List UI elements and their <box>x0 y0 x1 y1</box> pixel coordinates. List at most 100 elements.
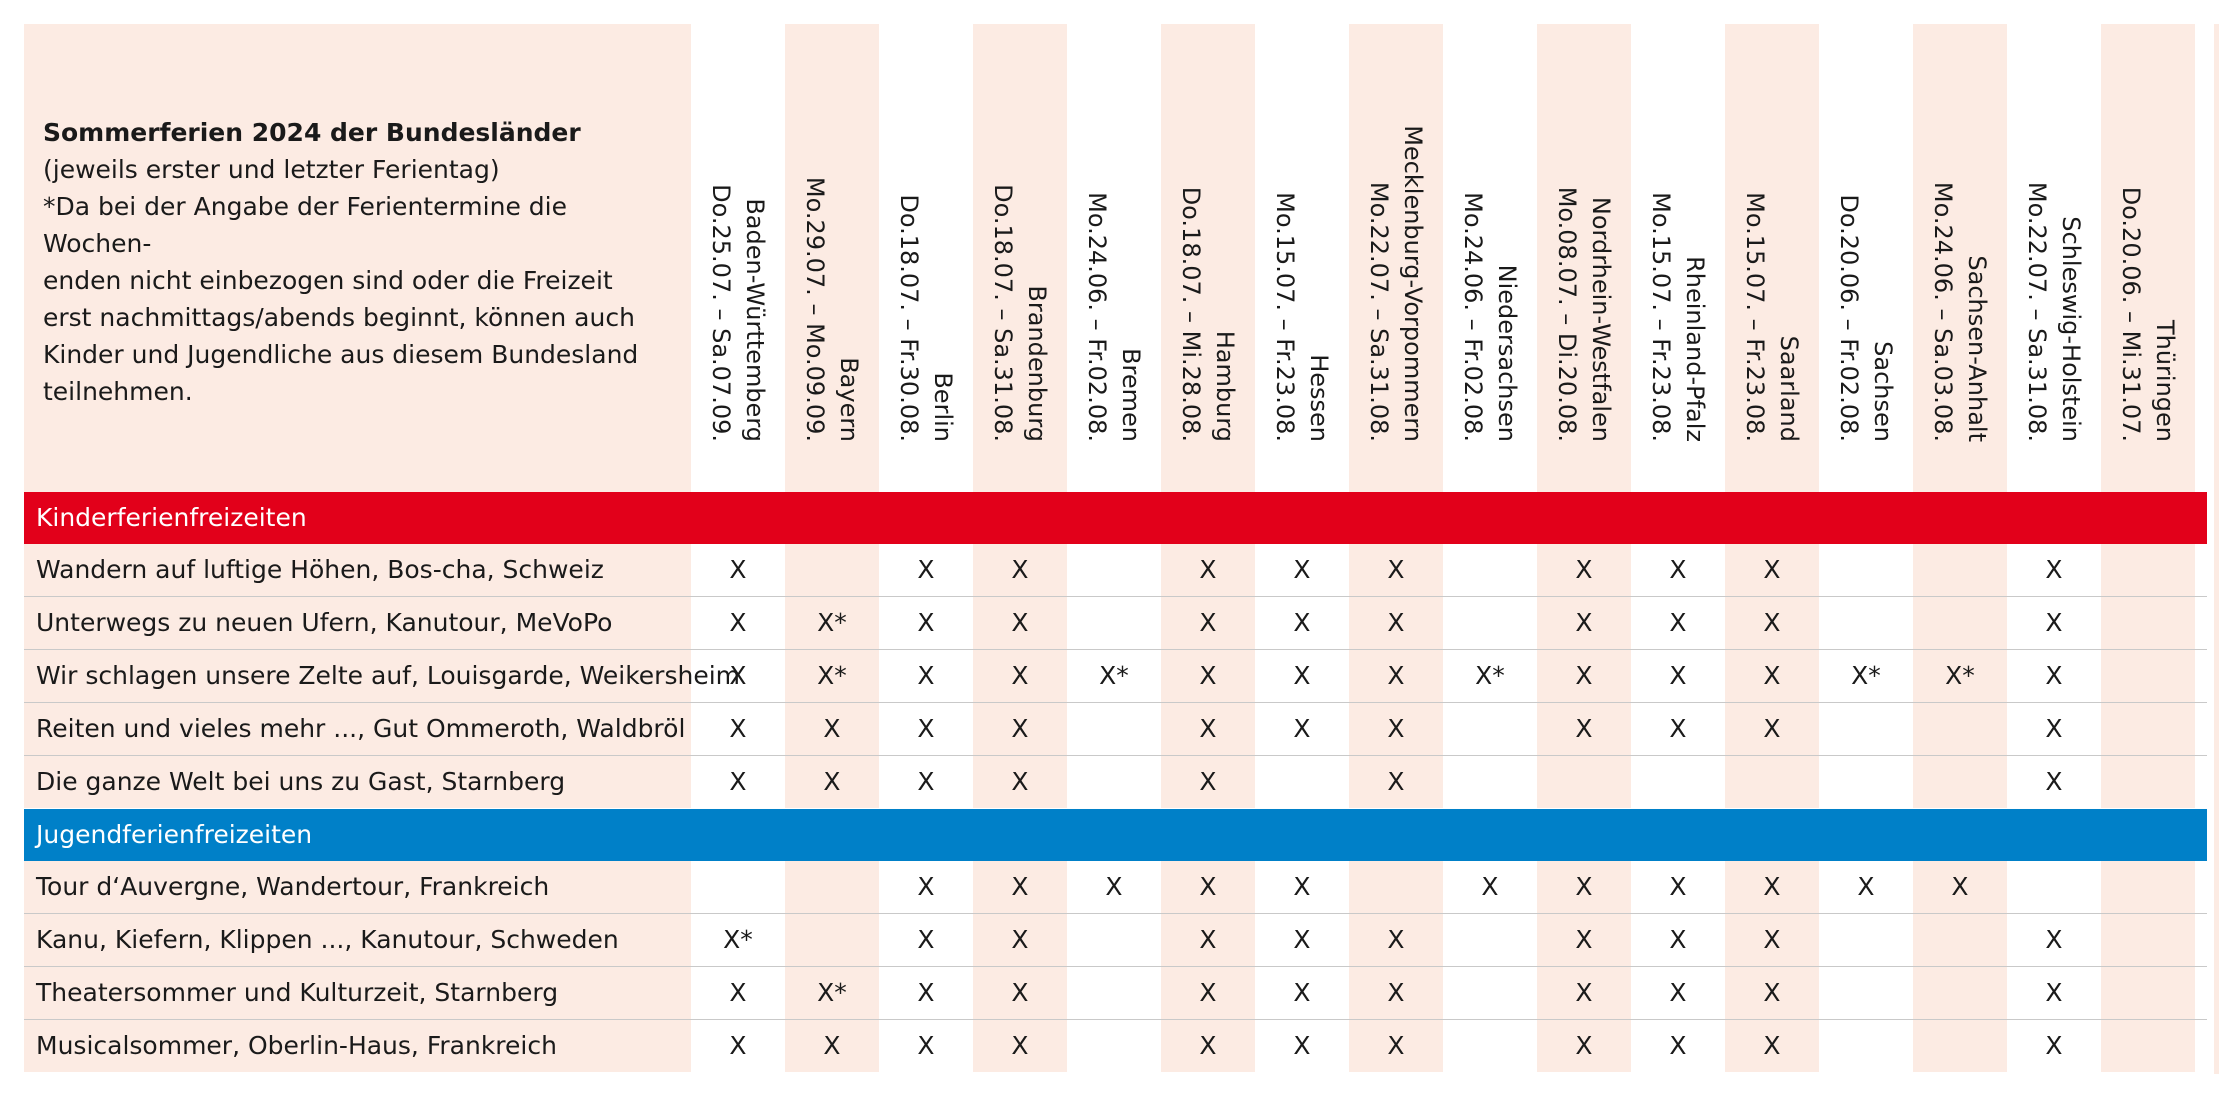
table-cell <box>1537 756 1631 808</box>
table-cell <box>2101 861 2195 913</box>
table-cell: X <box>1857 872 1875 901</box>
footnote-line: *Da bei der Angabe der Ferientermine die… <box>43 192 567 258</box>
table-cell: X <box>1349 914 1443 966</box>
state-header-text: Niedersachsen Mo.24.06. – Fr.02.08. <box>1443 24 1537 464</box>
state-dates: Mo.15.07. – Fr.23.08. <box>1647 192 1675 442</box>
table-cell: X <box>973 544 1067 596</box>
table-cell: X* <box>1475 661 1505 690</box>
state-dates: Do.25.07. – Sa.07.09. <box>707 184 735 442</box>
state-header-text: Bremen Mo.24.06. – Fr.02.08. <box>1067 24 1161 464</box>
table-cell <box>1913 967 2007 1019</box>
state-header-column: Hessen Mo.15.07. – Fr.23.08. <box>1255 24 1349 492</box>
table-cell: X <box>1537 967 1631 1019</box>
table-cell: X <box>1669 1031 1687 1060</box>
row-label: Reiten und vieles mehr ..., Gut Ommeroth… <box>24 703 691 755</box>
table-cell: X <box>917 555 935 584</box>
row-label: Wir schlagen unsere Zelte auf, Louisgard… <box>24 650 740 702</box>
table-cell: X <box>1349 1020 1443 1072</box>
table-cell <box>1913 756 2007 808</box>
table-cell: X <box>1161 597 1255 649</box>
table-cell: X <box>1669 555 1687 584</box>
table-cell <box>2007 861 2101 913</box>
table-cell: X <box>1349 544 1443 596</box>
table-cell: X <box>1293 555 1311 584</box>
state-header-text: Hessen Mo.15.07. – Fr.23.08. <box>1255 24 1349 464</box>
state-header-column: Rheinland-Pfalz Mo.15.07. – Fr.23.08. <box>1631 24 1725 492</box>
table-cell: X <box>785 756 879 808</box>
table-cell <box>1349 861 1443 913</box>
table-cell <box>2101 914 2195 966</box>
table-cell <box>1443 597 1537 649</box>
table-cell: X <box>1481 872 1499 901</box>
state-header-column: Sachsen Do.20.06. – Fr.02.08. <box>1819 24 1913 492</box>
table-cell: X <box>1537 650 1631 702</box>
table-cell <box>1067 544 1161 596</box>
table-cell <box>1067 967 1161 1019</box>
table-cell: X <box>1725 861 1819 913</box>
state-name: Schleswig-Holstein <box>2057 216 2085 442</box>
table-row: Theatersommer und Kulturzeit, Starnberg X… <box>24 967 2207 1020</box>
state-header-text: Brandenburg Do.18.07. – Sa.31.08. <box>973 24 1067 464</box>
table-subtitle: (jeweils erster und letzter Ferientag) <box>43 155 500 184</box>
table-cell: X <box>1725 703 1819 755</box>
state-header-column: Brandenburg Do.18.07. – Sa.31.08. <box>973 24 1067 492</box>
table-cell: X <box>2045 555 2063 584</box>
state-dates: Mo.22.07. – Sa.31.08. <box>2023 181 2051 442</box>
table-cell: X <box>1349 756 1443 808</box>
table-cell: X <box>1669 661 1687 690</box>
row-label: Musicalsommer, Oberlin-Haus, Frankreich <box>24 1020 691 1072</box>
state-dates: Mo.08.07. – Di.20.08. <box>1553 186 1581 442</box>
table-title: Sommerferien 2024 der Bundesländer <box>43 118 581 147</box>
table-cell: X <box>973 650 1067 702</box>
table-cell: X <box>917 872 935 901</box>
table-cell <box>1913 703 2007 755</box>
table-cell <box>1443 703 1537 755</box>
table-cell <box>2101 1020 2195 1072</box>
state-header-column: Berlin Do.18.07. – Fr.30.08. <box>879 24 973 492</box>
table-cell: X <box>1161 1020 1255 1072</box>
table-cell <box>2101 544 2195 596</box>
table-cell: X <box>1349 703 1443 755</box>
table-cell: X <box>729 978 747 1007</box>
table-cell <box>1443 756 1537 808</box>
table-cell <box>1067 756 1161 808</box>
table-cell: X <box>1161 703 1255 755</box>
state-dates: Mo.24.06. – Fr.02.08. <box>1459 192 1487 442</box>
table-cell: X <box>1725 544 1819 596</box>
state-header-text: Sachsen Do.20.06. – Fr.02.08. <box>1819 24 1913 464</box>
table-cell <box>1913 597 2007 649</box>
table-cell: X <box>1669 978 1687 1007</box>
table-cell: X <box>1161 861 1255 913</box>
footnote-line: erst nachmittags/abends beginnt, können … <box>43 303 635 332</box>
table-cell: X* <box>1099 661 1129 690</box>
table-cell <box>785 861 879 913</box>
table-cell: X <box>785 1020 879 1072</box>
table-row: Die ganze Welt bei uns zu Gast, Starnber… <box>24 756 2207 809</box>
table-cell: X <box>1293 1031 1311 1060</box>
table-row: Tour d‘Auvergne, Wandertour, Frankreich X… <box>24 861 2207 914</box>
table-cell: X <box>917 925 935 954</box>
table-cell: X* <box>785 650 879 702</box>
state-header-column: Sachsen-Anhalt Mo.24.06. – Sa.03.08. <box>1913 24 2007 492</box>
table-cell: X <box>1293 608 1311 637</box>
state-header-column: Niedersachsen Mo.24.06. – Fr.02.08. <box>1443 24 1537 492</box>
table-cell: X <box>1161 650 1255 702</box>
state-name: Brandenburg <box>1023 285 1051 442</box>
table-cell: X <box>1669 925 1687 954</box>
state-header-text: Mecklenburg-Vorpommern Mo.22.07. – Sa.31.… <box>1349 24 1443 464</box>
state-header-column: Schleswig-Holstein Mo.22.07. – Sa.31.08. <box>2007 24 2101 492</box>
table-row: Wir schlagen unsere Zelte auf, Louisgard… <box>24 650 2207 703</box>
row-label: Kanu, Kiefern, Klippen ..., Kanutour, Sc… <box>24 914 691 966</box>
table-cell <box>1443 1020 1537 1072</box>
table-cell: X <box>1913 861 2007 913</box>
table-cell: X <box>1725 914 1819 966</box>
table-cell: X <box>1725 597 1819 649</box>
state-header-text: Rheinland-Pfalz Mo.15.07. – Fr.23.08. <box>1631 24 1725 464</box>
footnote-line: Kinder und Jugendliche aus diesem Bundes… <box>43 340 639 369</box>
table-cell: X* <box>785 597 879 649</box>
table-cell: X <box>1537 544 1631 596</box>
state-dates: Do.20.06. – Fr.02.08. <box>1835 194 1863 442</box>
table-cell <box>1067 1020 1161 1072</box>
table-cell: X <box>2045 608 2063 637</box>
state-name: Mecklenburg-Vorpommern <box>1399 125 1427 442</box>
